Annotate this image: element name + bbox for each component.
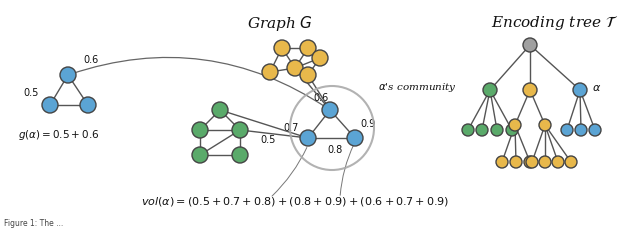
Circle shape [60, 67, 76, 83]
Text: $\alpha$'s community: $\alpha$'s community [378, 81, 457, 94]
Circle shape [192, 147, 208, 163]
Circle shape [509, 119, 521, 131]
Circle shape [287, 60, 303, 76]
Text: 0.8: 0.8 [328, 145, 342, 155]
Circle shape [300, 67, 316, 83]
Circle shape [575, 124, 587, 136]
Circle shape [42, 97, 58, 113]
Text: $\alpha$: $\alpha$ [592, 83, 601, 93]
Circle shape [483, 83, 497, 97]
Circle shape [552, 156, 564, 168]
Text: 0.5: 0.5 [260, 135, 276, 145]
Circle shape [506, 124, 518, 136]
Circle shape [274, 40, 290, 56]
Circle shape [589, 124, 601, 136]
Circle shape [523, 38, 537, 52]
Circle shape [300, 130, 316, 146]
Circle shape [526, 156, 538, 168]
Circle shape [232, 122, 248, 138]
Text: 0.6: 0.6 [314, 93, 328, 103]
Circle shape [573, 83, 587, 97]
Circle shape [262, 64, 278, 80]
Text: 0.6: 0.6 [83, 55, 99, 65]
Text: $g(\alpha)= 0.5+0.6$: $g(\alpha)= 0.5+0.6$ [18, 128, 99, 142]
Circle shape [212, 102, 228, 118]
Text: 0.9: 0.9 [360, 119, 376, 129]
Circle shape [347, 130, 363, 146]
Circle shape [312, 50, 328, 66]
Circle shape [523, 83, 537, 97]
Circle shape [232, 147, 248, 163]
Text: Graph $G$: Graph $G$ [247, 14, 313, 33]
Text: $vol(\alpha)=(0.5+0.7+0.8)+(0.8+0.9)+(0.6+0.7+0.9)$: $vol(\alpha)=(0.5+0.7+0.8)+(0.8+0.9)+(0.… [141, 195, 449, 208]
Circle shape [462, 124, 474, 136]
Text: 0.5: 0.5 [23, 88, 38, 98]
Circle shape [491, 124, 503, 136]
Circle shape [476, 124, 488, 136]
Circle shape [539, 156, 551, 168]
Circle shape [510, 156, 522, 168]
Text: Encoding tree $\mathcal{T}$: Encoding tree $\mathcal{T}$ [492, 14, 619, 32]
Text: Figure 1: The ...: Figure 1: The ... [4, 219, 63, 228]
Circle shape [300, 40, 316, 56]
Circle shape [80, 97, 96, 113]
Circle shape [322, 102, 338, 118]
Circle shape [539, 119, 551, 131]
Circle shape [565, 156, 577, 168]
Circle shape [496, 156, 508, 168]
Circle shape [192, 122, 208, 138]
Circle shape [524, 156, 536, 168]
Circle shape [561, 124, 573, 136]
Text: 0.7: 0.7 [284, 123, 299, 133]
